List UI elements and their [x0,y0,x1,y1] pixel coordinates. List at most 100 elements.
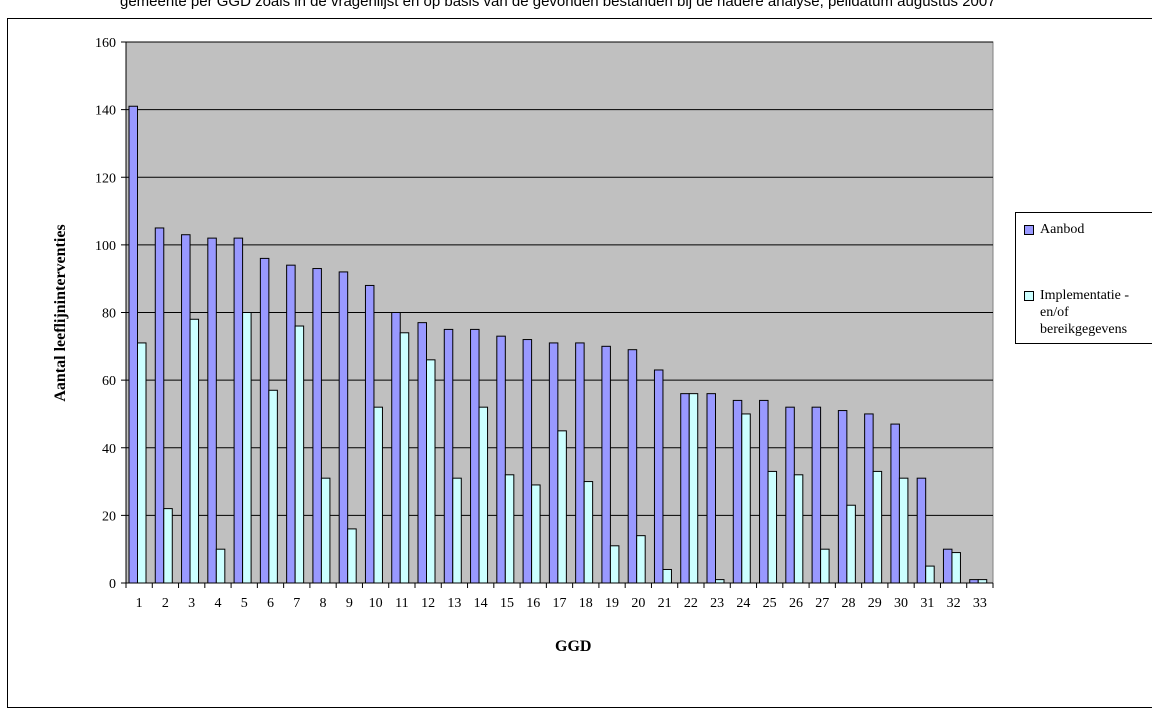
x-tick-label-13: 13 [447,596,461,611]
x-tick-label-7: 7 [293,596,300,611]
bar-aanbod-15 [496,335,506,584]
x-tick-label-27: 27 [815,596,829,611]
bar-implementatie-17 [557,430,567,584]
bar-aanbod-16 [522,339,533,584]
bar-implementatie-32 [951,552,961,584]
bar-implementatie-14 [478,406,489,584]
x-tick-label-29: 29 [868,596,882,611]
x-tick-label-11: 11 [395,596,408,611]
bar-aanbod-24 [732,399,743,584]
legend-swatch-implementatie [1024,291,1034,301]
bar-aanbod-7 [286,264,296,584]
bar-aanbod-5 [233,237,244,584]
bar-implementatie-19 [609,545,620,584]
x-tick-label-2: 2 [162,596,169,611]
bar-aanbod-22 [680,393,690,584]
bar-aanbod-14 [470,328,480,584]
bar-aanbod-23 [706,393,716,584]
legend-swatch-aanbod [1024,225,1034,235]
bar-aanbod-30 [890,423,900,584]
bar-aanbod-33 [969,579,979,584]
x-tick-label-22: 22 [684,596,698,611]
bar-implementatie-21 [662,568,672,584]
bar-implementatie-28 [846,504,856,584]
bar-aanbod-10 [364,284,375,584]
x-tick-label-1: 1 [136,596,143,611]
bar-aanbod-20 [627,349,638,584]
bar-aanbod-2 [154,227,165,584]
y-tick-label-60: 60 [102,374,116,389]
bar-aanbod-13 [443,328,454,584]
x-tick-label-10: 10 [369,596,383,611]
bar-aanbod-28 [837,410,848,584]
bar-aanbod-8 [312,268,322,584]
x-tick-label-23: 23 [710,596,724,611]
bar-implementatie-11 [399,332,410,584]
bar-aanbod-31 [916,477,927,584]
x-tick-label-21: 21 [658,596,672,611]
bar-implementatie-12 [426,359,436,584]
y-tick-label-20: 20 [102,509,116,524]
y-tick-label-80: 80 [102,307,116,322]
y-tick-label-160: 160 [95,36,116,51]
y-tick-label-120: 120 [95,171,116,186]
x-tick-label-30: 30 [894,596,908,611]
bar-implementatie-5 [242,312,252,584]
x-tick-label-25: 25 [763,596,777,611]
x-tick-label-3: 3 [188,596,195,611]
bar-implementatie-27 [820,548,830,584]
x-tick-label-17: 17 [553,596,567,611]
bar-aanbod-6 [259,257,270,584]
x-tick-label-5: 5 [241,596,248,611]
y-axis-label: Aantal leeflijninterventies [52,224,69,402]
x-tick-label-33: 33 [973,596,987,611]
legend-label-aanbod: Aanbod [1040,222,1085,237]
x-tick-label-19: 19 [605,596,619,611]
bar-implementatie-7 [294,325,305,584]
bar-implementatie-15 [504,474,515,584]
bar-aanbod-12 [417,322,427,584]
bar-implementatie-30 [898,477,909,584]
bar-aanbod-17 [548,342,559,584]
x-tick-label-28: 28 [842,596,856,611]
x-tick-label-14: 14 [474,596,488,611]
bar-aanbod-3 [181,234,191,584]
x-tick-label-18: 18 [579,596,593,611]
bar-implementatie-31 [925,565,935,584]
bar-aanbod-21 [653,369,664,584]
x-axis-label: GGD [555,638,592,655]
bar-aanbod-1 [128,105,138,584]
x-tick-label-9: 9 [346,596,353,611]
bar-aanbod-26 [785,406,795,584]
x-tick-label-31: 31 [920,596,934,611]
y-tick-label-100: 100 [95,239,116,254]
x-tick-label-24: 24 [736,596,750,611]
y-tick-label-0: 0 [109,577,116,592]
bar-implementatie-9 [347,528,357,584]
bar-aanbod-4 [207,237,217,584]
bar-implementatie-2 [163,508,173,584]
bar-implementatie-23 [715,579,725,584]
bar-implementatie-10 [373,406,383,584]
chart-title-fragment: gemeente per GGD zoals in de vragenlijst… [120,0,996,10]
bar-implementatie-33 [977,579,988,584]
bar-aanbod-18 [575,342,585,584]
x-tick-label-12: 12 [421,596,435,611]
bar-implementatie-29 [872,470,883,584]
x-tick-label-26: 26 [789,596,803,611]
bar-aanbod-32 [942,548,953,584]
bar-aanbod-19 [601,345,611,584]
bar-aanbod-25 [759,399,769,584]
bar-aanbod-29 [864,413,874,584]
bar-implementatie-22 [688,393,699,584]
bar-implementatie-18 [583,481,594,584]
bar-implementatie-24 [741,413,751,584]
bar-implementatie-20 [636,535,646,584]
legend-label-implementatie: Implementatie -en/of bereikgegevens [1040,288,1130,337]
x-tick-label-32: 32 [947,596,961,611]
bar-aanbod-27 [811,406,822,584]
x-tick-label-15: 15 [500,596,514,611]
bar-implementatie-13 [452,477,462,584]
bar-implementatie-26 [793,474,804,584]
